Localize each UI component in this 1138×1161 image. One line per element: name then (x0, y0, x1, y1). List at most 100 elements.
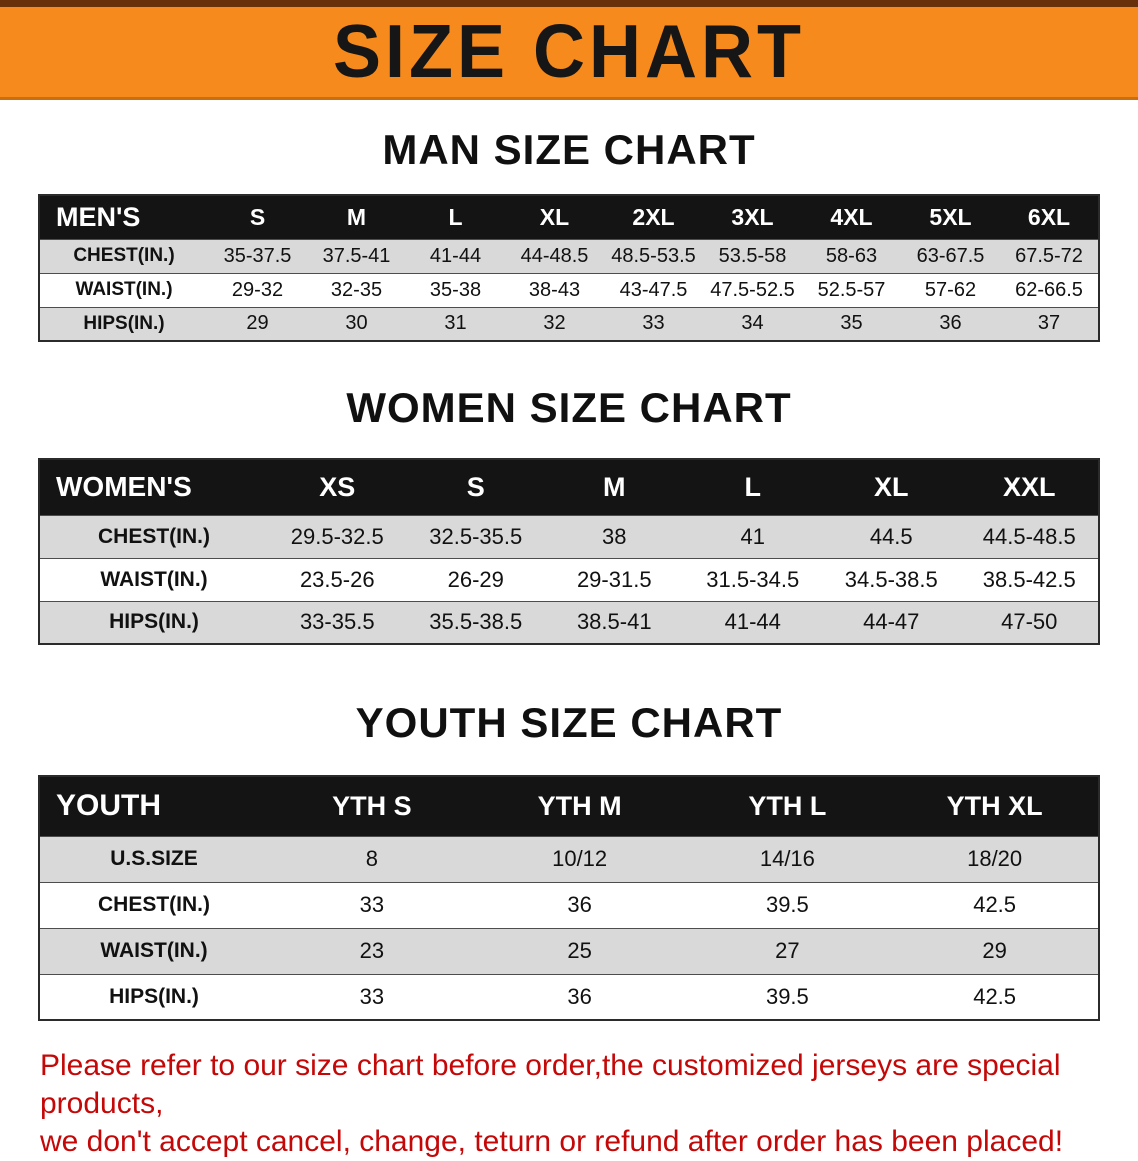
section-women: WOMEN SIZE CHART WOMEN'S XS S M L XL XXL CHEST(… (0, 384, 1138, 645)
size-value-cell: 37.5-41 (322, 244, 391, 267)
section-men: MAN SIZE CHART MEN'S S M L XL 2XL 3XL 4XL 5XL 6XL… (0, 126, 1138, 342)
size-value-cell: 39.5 (765, 983, 809, 1009)
size-column-header: XS (268, 459, 407, 515)
size-value-cell: 38.5-41 (576, 609, 652, 635)
size-value-cell: 44-47 (863, 609, 920, 635)
table-row: WAIST(IN.) 23.5-26 26-29 29-31.5 31.5-34.5 34… (39, 558, 1099, 601)
table-row: CHEST(IN.) 35-37.5 37.5-41 41-44 44-48.5 48.5… (39, 239, 1099, 273)
size-value-cell: 35-37.5 (223, 244, 292, 267)
size-value-cell: 34.5-38.5 (844, 566, 938, 592)
table-row: HIPS(IN.) 33-35.5 35.5-38.5 38.5-41 41-44 44-… (39, 601, 1099, 644)
size-value-cell: 38.5-42.5 (982, 566, 1076, 592)
size-value-cell: 32-35 (330, 278, 383, 301)
table-header-row: YOUTH YTH S YTH M YTH L YTH XL (39, 776, 1099, 836)
size-value-cell: 47-50 (1001, 609, 1058, 635)
size-value-cell: 30 (345, 312, 368, 335)
table-row: HIPS(IN.) 29 30 31 32 33 34 35 36 37 (39, 307, 1099, 341)
table-row: CHEST(IN.) 29.5-32.5 32.5-35.5 38 41 44.5 44.5… (39, 515, 1099, 558)
row-label: CHEST(IN.) (73, 245, 175, 266)
row-label: HIPS(IN.) (109, 984, 199, 1008)
size-column-header: 5XL (901, 195, 1000, 239)
size-value-cell: 41-44 (429, 244, 482, 267)
size-column-header: L (683, 459, 822, 515)
size-value-cell: 29.5-32.5 (290, 523, 384, 549)
table-header-row: MEN'S S M L XL 2XL 3XL 4XL 5XL 6XL (39, 195, 1099, 239)
size-value-cell: 53.5-58 (718, 244, 787, 267)
table-corner-label: YOUTH (39, 776, 268, 836)
section-youth: YOUTH SIZE CHART YOUTH YTH S YTH M YTH L YTH… (0, 699, 1138, 1021)
size-value-cell: 23.5-26 (299, 566, 375, 592)
size-value-cell: 29-32 (231, 278, 284, 301)
women-section-heading: WOMEN SIZE CHART (346, 384, 792, 431)
size-value-cell: 47.5-52.5 (710, 278, 795, 301)
size-column-header: S (208, 195, 307, 239)
size-column-header: YTH L (683, 776, 892, 836)
table-header-row: WOMEN'S XS S M L XL XXL (39, 459, 1099, 515)
banner: SIZE CHART (0, 0, 1138, 100)
men-section-heading: MAN SIZE CHART (382, 126, 756, 173)
size-value-cell: 29 (982, 938, 1007, 963)
size-value-cell: 57-62 (924, 278, 977, 301)
size-value-cell: 26-29 (447, 566, 504, 592)
size-value-cell: 14/16 (759, 846, 815, 871)
size-value-cell: 33 (642, 312, 665, 335)
size-column-header: M (307, 195, 406, 239)
row-label: WAIST(IN.) (100, 567, 208, 591)
row-label: WAIST(IN.) (100, 939, 208, 962)
row-label: U.S.SIZE (110, 847, 198, 870)
page-title: SIZE CHART (333, 10, 805, 95)
size-value-cell: 31 (444, 312, 467, 335)
table-row: CHEST(IN.) 33 36 39.5 42.5 (39, 882, 1099, 928)
size-value-cell: 48.5-53.5 (611, 244, 696, 267)
size-value-cell: 33-35.5 (299, 609, 375, 635)
size-value-cell: 8 (365, 846, 378, 871)
size-value-cell: 35-38 (429, 278, 482, 301)
size-column-header: YTH S (268, 776, 476, 836)
size-value-cell: 25 (567, 938, 592, 963)
row-label: HIPS(IN.) (109, 610, 199, 634)
size-value-cell: 18/20 (967, 846, 1023, 871)
table-corner-label: WOMEN'S (39, 459, 268, 515)
size-value-cell: 38 (602, 523, 627, 549)
size-column-header: M (545, 459, 684, 515)
row-label: WAIST(IN.) (75, 279, 173, 300)
size-value-cell: 32 (543, 312, 566, 335)
footer-line-2: we don't accept cancel, change, teturn o… (40, 1125, 1064, 1159)
size-value-cell: 35.5-38.5 (429, 609, 523, 635)
women-size-table: WOMEN'S XS S M L XL XXL CHEST(IN.) 29.5-32.5 32.5… (38, 458, 1100, 645)
youth-size-table: YOUTH YTH S YTH M YTH L YTH XL U.S.SIZE 8 10/12… (38, 775, 1100, 1021)
table-corner-label: MEN'S (39, 195, 208, 239)
size-value-cell: 37 (1037, 312, 1061, 335)
size-value-cell: 62-66.5 (1015, 278, 1083, 301)
footer-line-1: Please refer to our size chart before or… (40, 1049, 1061, 1121)
size-value-cell: 63-67.5 (916, 244, 985, 267)
size-value-cell: 43-47.5 (619, 278, 688, 301)
size-value-cell: 27 (775, 938, 800, 963)
size-value-cell: 32.5-35.5 (429, 523, 523, 549)
row-label: CHEST(IN.) (98, 524, 210, 548)
size-value-cell: 33 (359, 983, 385, 1009)
youth-section-heading: YOUTH SIZE CHART (355, 699, 783, 746)
footer-note: Please refer to our size chart before or… (0, 1047, 1138, 1161)
size-column-header: 6XL (1000, 195, 1099, 239)
size-value-cell: 31.5-34.5 (706, 566, 800, 592)
size-value-cell: 44.5-48.5 (982, 523, 1076, 549)
size-value-cell: 52.5-57 (817, 278, 886, 301)
size-value-cell: 34 (741, 312, 764, 335)
size-value-cell: 36 (567, 983, 592, 1009)
size-value-cell: 44.5 (869, 523, 913, 549)
size-value-cell: 36 (939, 312, 962, 335)
size-column-header: S (406, 459, 545, 515)
size-value-cell: 44-48.5 (520, 244, 589, 267)
size-column-header: 2XL (604, 195, 703, 239)
size-value-cell: 38-43 (528, 278, 581, 301)
size-column-header: XXL (960, 459, 1099, 515)
size-value-cell: 67.5-72 (1015, 244, 1083, 267)
table-row: U.S.SIZE 8 10/12 14/16 18/20 (39, 836, 1099, 882)
size-value-cell: 29 (246, 312, 269, 335)
size-value-cell: 35 (840, 312, 863, 335)
table-row: WAIST(IN.) 29-32 32-35 35-38 38-43 43-47.5 47.… (39, 273, 1099, 307)
size-value-cell: 10/12 (552, 846, 608, 871)
size-value-cell: 23 (359, 938, 385, 963)
